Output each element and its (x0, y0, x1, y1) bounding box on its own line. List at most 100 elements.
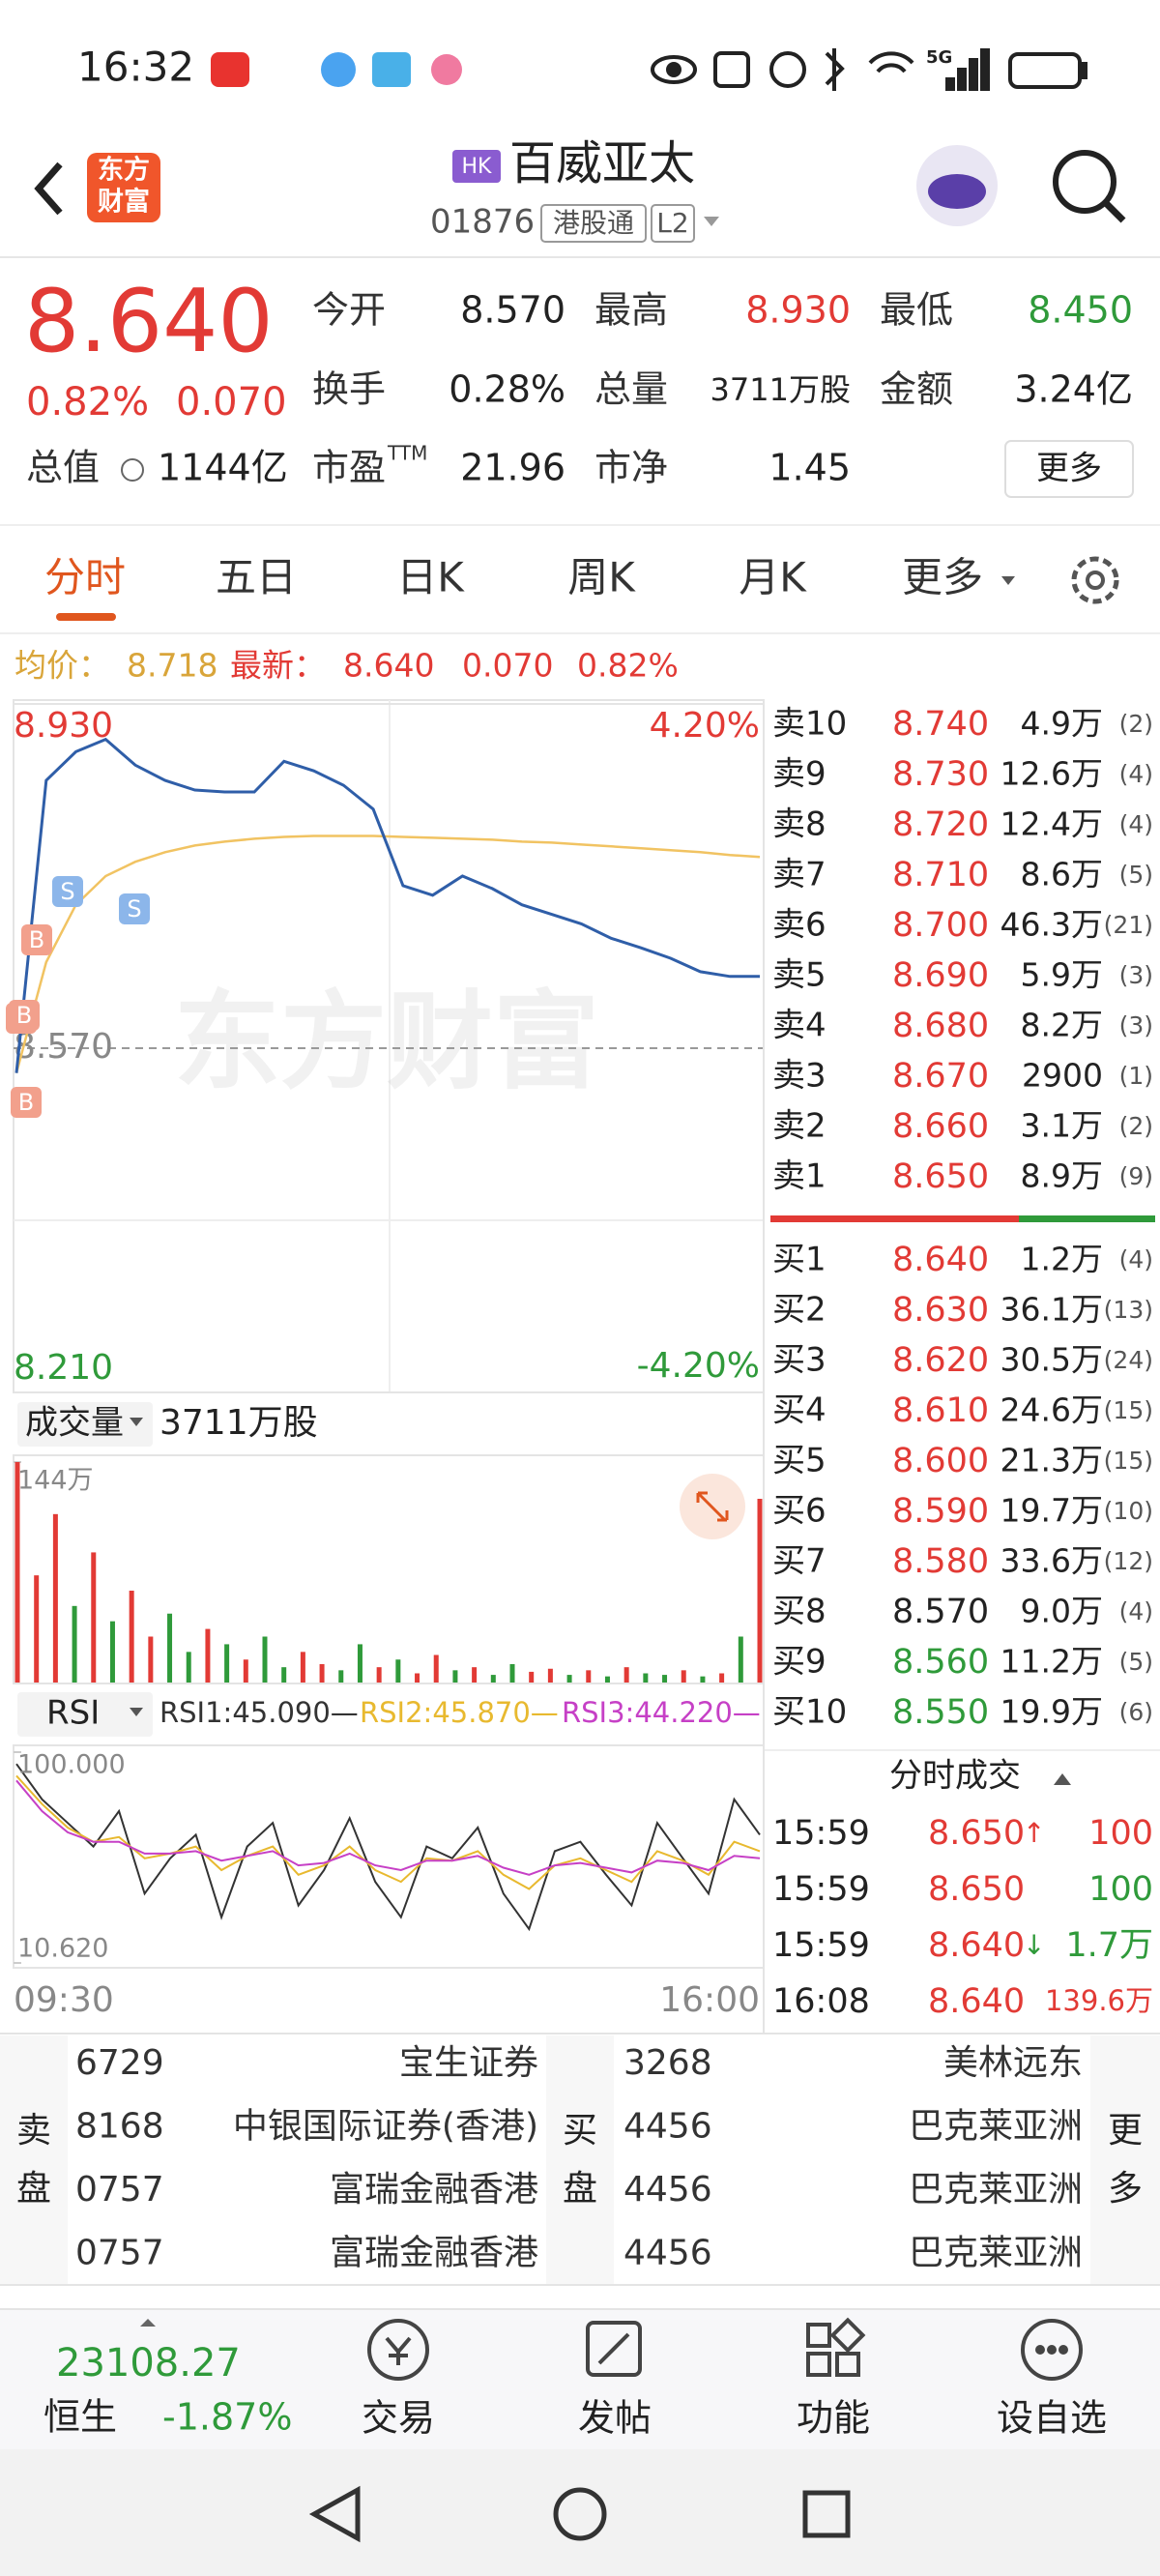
volume-bar (395, 1659, 401, 1683)
volume-bar (604, 1676, 610, 1683)
ratio-bid (1019, 1215, 1155, 1222)
book-price: 8.710 (892, 856, 989, 894)
nav-home[interactable] (553, 2487, 607, 2541)
book-label: 卖1 (772, 1157, 826, 1196)
nav-recent[interactable] (802, 2490, 851, 2538)
book-label: 卖4 (772, 1007, 826, 1045)
book-price: 8.570 (892, 1593, 989, 1631)
rsi-selector[interactable] (17, 1692, 153, 1737)
book-price: 8.550 (892, 1693, 989, 1732)
dropdown-icon[interactable] (704, 217, 719, 226)
volume-bar (338, 1670, 344, 1683)
book-count: (5) (1119, 861, 1153, 889)
info-icon[interactable] (121, 458, 144, 482)
field-label: 最高 (594, 289, 668, 332)
volume-bar (262, 1636, 268, 1683)
volume-bar (376, 1667, 382, 1683)
nav-item[interactable]: 发帖 (578, 2397, 652, 2440)
book-volume: 12.4万 (1000, 805, 1103, 843)
volume-selector[interactable] (17, 1402, 153, 1447)
book-volume: 12.6万 (1000, 755, 1103, 793)
volume-bar (662, 1675, 668, 1683)
book-volume: 8.2万 (1021, 1007, 1103, 1044)
broker-code: 3268 (624, 2043, 712, 2083)
broker-code: 8168 (75, 2107, 164, 2147)
field-sup: TTM (387, 442, 427, 465)
nav-item[interactable]: 功能 (797, 2397, 870, 2440)
rsi-legend: RSI2:45.870— (360, 1696, 559, 1729)
index-arrow (140, 2319, 156, 2327)
nav-icons (367, 2317, 1083, 2381)
field-label: 金额 (880, 368, 953, 411)
book-price: 8.610 (892, 1391, 989, 1430)
settings-button[interactable] (1071, 556, 1119, 604)
tab[interactable]: 五日 (216, 554, 297, 601)
tab[interactable]: 日K (396, 554, 465, 601)
tag-box (651, 204, 695, 243)
more-button[interactable] (1004, 440, 1134, 498)
nav-item[interactable]: 设自选 (997, 2397, 1107, 2440)
cell (0, 2035, 68, 2285)
book-volume: 21.3万 (1000, 1442, 1103, 1479)
book-volume: 19.7万 (1000, 1492, 1103, 1530)
book-price: 8.650 (892, 1157, 989, 1196)
trade-marker (119, 893, 150, 924)
book-count: (2) (1119, 1112, 1153, 1140)
book-count: (9) (1119, 1162, 1153, 1190)
volume-bar (452, 1670, 458, 1683)
book-price: 8.670 (892, 1057, 989, 1096)
rsi-legend: RSI1:45.090— (160, 1696, 359, 1729)
sort-icon (1054, 1773, 1071, 1785)
exchange: HK (462, 155, 493, 179)
volume-bar (700, 1676, 706, 1683)
broker-name: 富瑞金融香港 (330, 2170, 538, 2210)
settings-core (1086, 571, 1105, 590)
volume-bar (109, 1621, 115, 1683)
expand-icon (696, 1491, 729, 1522)
book-volume: 46.3万 (1000, 906, 1103, 944)
book-price: 8.620 (892, 1341, 989, 1380)
book-price: 8.680 (892, 1007, 989, 1045)
tab[interactable]: 周K (567, 554, 636, 601)
volume-bar (281, 1667, 287, 1683)
broker-name: 美林远东 (943, 2043, 1083, 2083)
summary-avg: 8.718 (127, 647, 218, 685)
back-button[interactable] (34, 161, 63, 216)
book-label: 卖8 (772, 805, 826, 844)
summary-change: 0.070 (462, 647, 553, 685)
volume-bar (509, 1664, 515, 1683)
index-pct: -1.87% (162, 2396, 292, 2439)
broker-code: 4456 (624, 2234, 712, 2273)
book-count: (1) (1119, 1062, 1153, 1090)
broker-name: 巴克莱亚洲 (909, 2107, 1083, 2147)
volume-bar (14, 1462, 20, 1683)
tab[interactable]: 月K (739, 554, 807, 601)
trade-time: 15:59 (772, 1814, 870, 1853)
nav-item[interactable]: 交易 (362, 2397, 435, 2440)
nav-back[interactable] (308, 2485, 361, 2543)
book-label: 卖10 (772, 705, 847, 744)
search-button[interactable] (1053, 150, 1116, 214)
rsi-line (15, 1779, 761, 1876)
y-tick-label: 144万 (17, 1466, 94, 1496)
book-count: (2) (1119, 710, 1153, 738)
book-volume: 9.0万 (1021, 1593, 1103, 1630)
book-volume: 36.1万 (1000, 1291, 1103, 1329)
trade-price: 8.640 (928, 1926, 1025, 1965)
broker-code: 4456 (624, 2107, 712, 2147)
trade-volume: 100 (1088, 1870, 1153, 1909)
trade-marker-label: B (16, 1002, 32, 1029)
trade-marker (21, 924, 52, 955)
broker-name: 富瑞金融香港 (330, 2234, 538, 2273)
tab[interactable]: 分时 (44, 554, 126, 601)
cell[interactable] (1090, 2035, 1160, 2285)
book-label: 买1 (772, 1241, 826, 1279)
book-label: 卖2 (772, 1107, 826, 1146)
book-price: 8.720 (892, 805, 989, 844)
book-label: 买8 (772, 1593, 826, 1631)
summary-latest-label: 最新： (230, 647, 326, 685)
last-price: 8.640 (24, 271, 274, 372)
trade-marker-label: B (18, 1089, 34, 1116)
tab[interactable]: 更多 (902, 554, 983, 601)
